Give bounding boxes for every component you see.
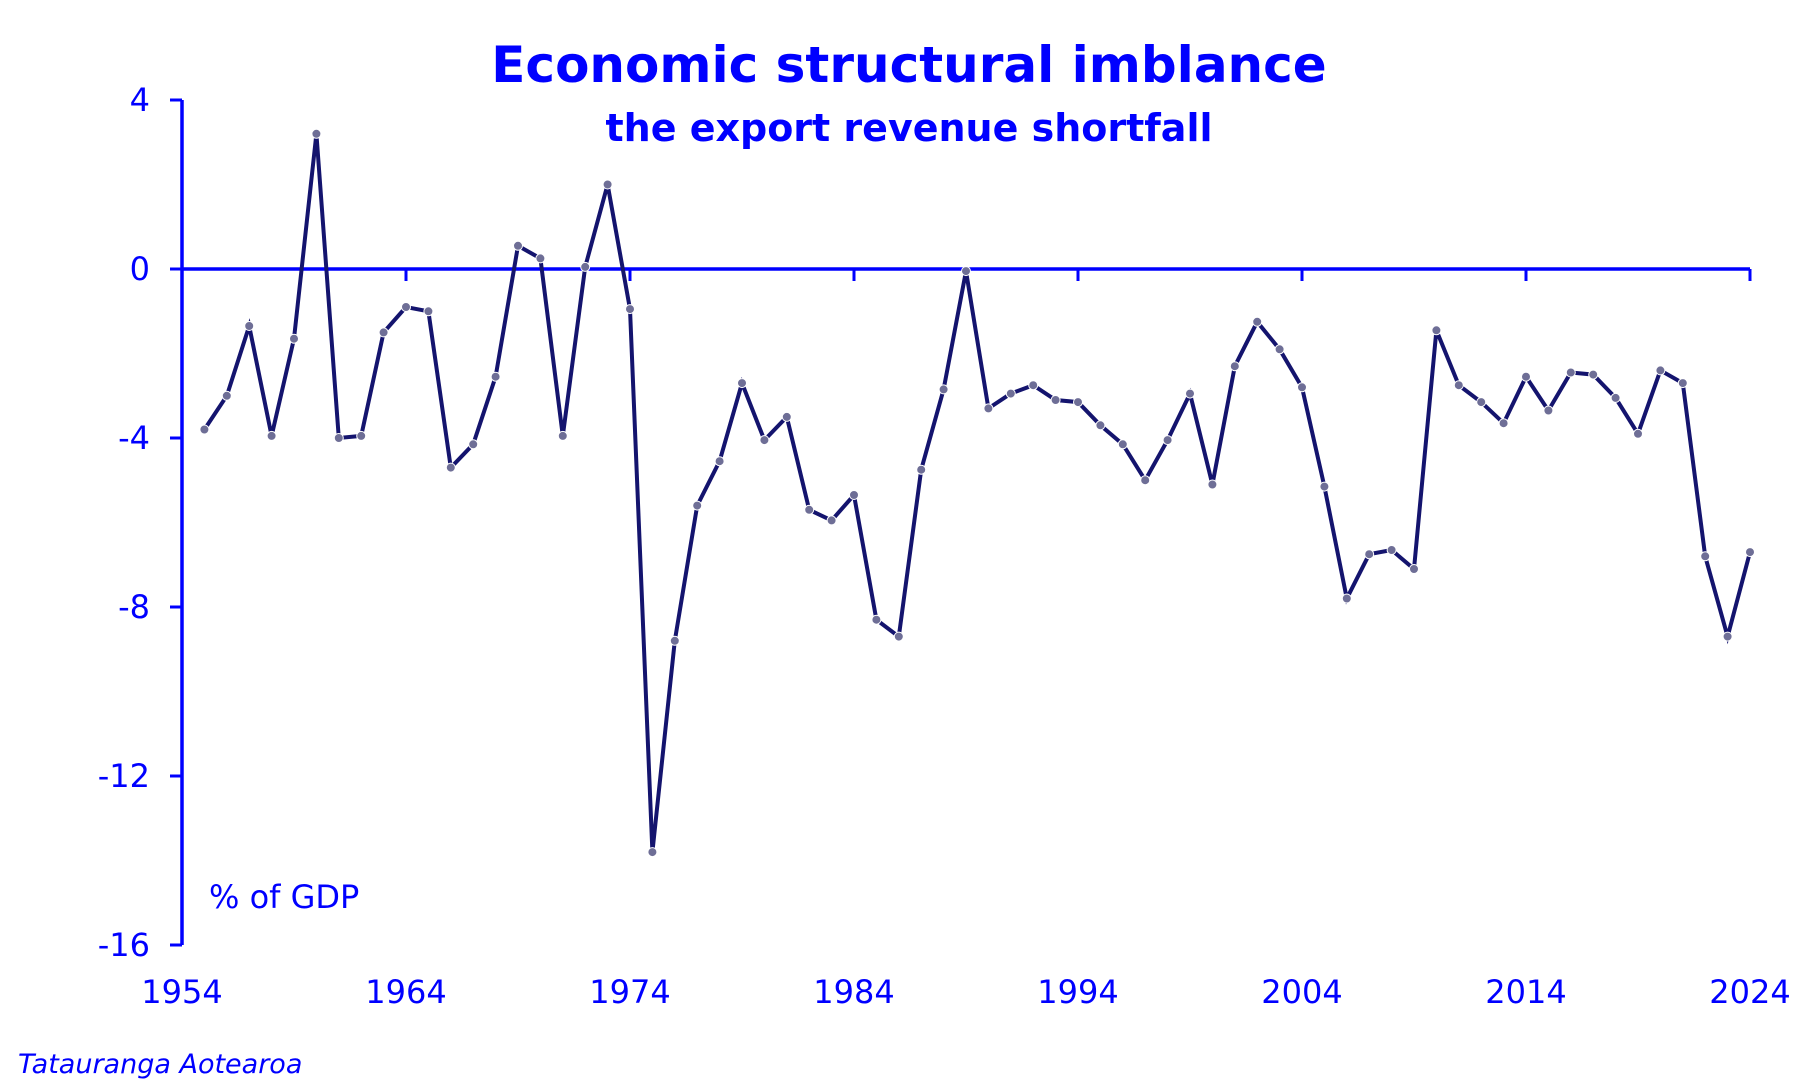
data-point bbox=[244, 321, 255, 331]
data-point bbox=[759, 435, 770, 446]
data-point bbox=[1207, 479, 1218, 490]
x-tick-label: 2004 bbox=[1261, 973, 1342, 1011]
data-point bbox=[1005, 388, 1016, 399]
x-tick-label: 2024 bbox=[1709, 973, 1790, 1011]
x-tick-label: 1984 bbox=[813, 973, 894, 1011]
data-point bbox=[1095, 420, 1106, 431]
data-point bbox=[311, 128, 322, 139]
x-axis-ticks: 1954 1964 1974 1984 1994 2004 2014 2024 bbox=[141, 269, 1791, 1011]
data-point bbox=[266, 430, 277, 441]
data-point bbox=[1319, 481, 1330, 492]
data-point bbox=[737, 378, 747, 389]
data-point bbox=[1633, 428, 1643, 439]
data-point bbox=[983, 403, 994, 414]
data-point bbox=[401, 302, 411, 312]
data-point bbox=[378, 327, 389, 338]
data-point bbox=[1252, 316, 1263, 327]
data-point bbox=[1565, 367, 1576, 378]
chart-subtitle: the export revenue shortfall bbox=[605, 106, 1212, 150]
data-point bbox=[513, 240, 523, 251]
data-point bbox=[1610, 392, 1621, 403]
data-point bbox=[1162, 435, 1173, 446]
data-point bbox=[669, 635, 680, 646]
x-tick-label: 1974 bbox=[589, 973, 670, 1011]
data-point bbox=[1364, 549, 1375, 560]
y-tick-label: -16 bbox=[98, 926, 150, 964]
data-point bbox=[221, 390, 232, 401]
data-point bbox=[602, 179, 613, 190]
data-point bbox=[893, 631, 904, 642]
data-point bbox=[1229, 361, 1240, 372]
data-point bbox=[714, 456, 725, 467]
data-point bbox=[1140, 475, 1151, 486]
data-point bbox=[1028, 380, 1039, 391]
data-point bbox=[781, 411, 792, 422]
x-tick-label: 1964 bbox=[365, 973, 446, 1011]
data-point bbox=[871, 614, 882, 625]
data-point bbox=[1386, 545, 1397, 555]
data-point bbox=[445, 462, 456, 473]
data-point bbox=[333, 433, 344, 443]
x-tick-label: 2014 bbox=[1485, 973, 1566, 1011]
data-point bbox=[468, 439, 479, 450]
data-point bbox=[490, 371, 501, 382]
series-line bbox=[202, 133, 1752, 853]
data-point bbox=[535, 253, 546, 264]
data-point bbox=[199, 424, 210, 435]
data-point bbox=[1431, 325, 1442, 336]
data-point bbox=[557, 430, 568, 441]
data-point bbox=[625, 304, 635, 315]
data-point bbox=[1050, 395, 1061, 405]
data-point bbox=[1274, 344, 1285, 355]
data-point bbox=[1521, 371, 1531, 382]
data-point bbox=[1117, 439, 1128, 450]
data-point bbox=[580, 261, 591, 272]
y-tick-label: 0 bbox=[130, 250, 150, 288]
data-point bbox=[916, 464, 927, 475]
y-axis-ticks: 4 0 -4 -8 -12 -16 bbox=[98, 81, 182, 964]
y-tick-label: 4 bbox=[130, 81, 150, 119]
data-point bbox=[1655, 365, 1666, 376]
data-point bbox=[647, 847, 658, 858]
data-point bbox=[356, 430, 367, 441]
chart-title: Economic structural imblance bbox=[491, 36, 1326, 94]
data-point bbox=[1185, 388, 1195, 399]
data-point bbox=[804, 504, 815, 515]
data-point bbox=[1297, 382, 1307, 393]
data-point bbox=[1409, 564, 1419, 574]
x-tick-label: 1954 bbox=[141, 973, 222, 1011]
y-tick-label: -4 bbox=[118, 419, 150, 457]
data-point bbox=[938, 384, 949, 395]
series-line-group bbox=[202, 133, 1752, 853]
data-point bbox=[1700, 551, 1711, 562]
data-point bbox=[961, 266, 971, 277]
data-point bbox=[1745, 547, 1755, 558]
data-point bbox=[1073, 397, 1083, 408]
data-point bbox=[1498, 418, 1509, 429]
data-point bbox=[692, 500, 703, 511]
y-tick-label: -8 bbox=[118, 588, 150, 626]
data-point bbox=[1677, 378, 1688, 389]
data-point bbox=[1722, 631, 1733, 642]
series-points-group bbox=[199, 128, 1755, 858]
data-point bbox=[423, 306, 434, 317]
unit-label: % of GDP bbox=[209, 878, 359, 916]
data-point bbox=[849, 490, 859, 500]
data-point bbox=[1543, 405, 1554, 416]
data-point bbox=[826, 515, 837, 526]
y-tick-label: -12 bbox=[98, 757, 150, 795]
data-point bbox=[1341, 593, 1352, 604]
data-point bbox=[1453, 380, 1464, 391]
source-label: Tatauranga Aotearoa bbox=[18, 1049, 302, 1080]
data-point bbox=[1476, 397, 1487, 408]
axes bbox=[180, 100, 1750, 945]
data-point bbox=[289, 333, 299, 344]
data-point bbox=[1588, 369, 1599, 380]
x-tick-label: 1994 bbox=[1037, 973, 1118, 1011]
